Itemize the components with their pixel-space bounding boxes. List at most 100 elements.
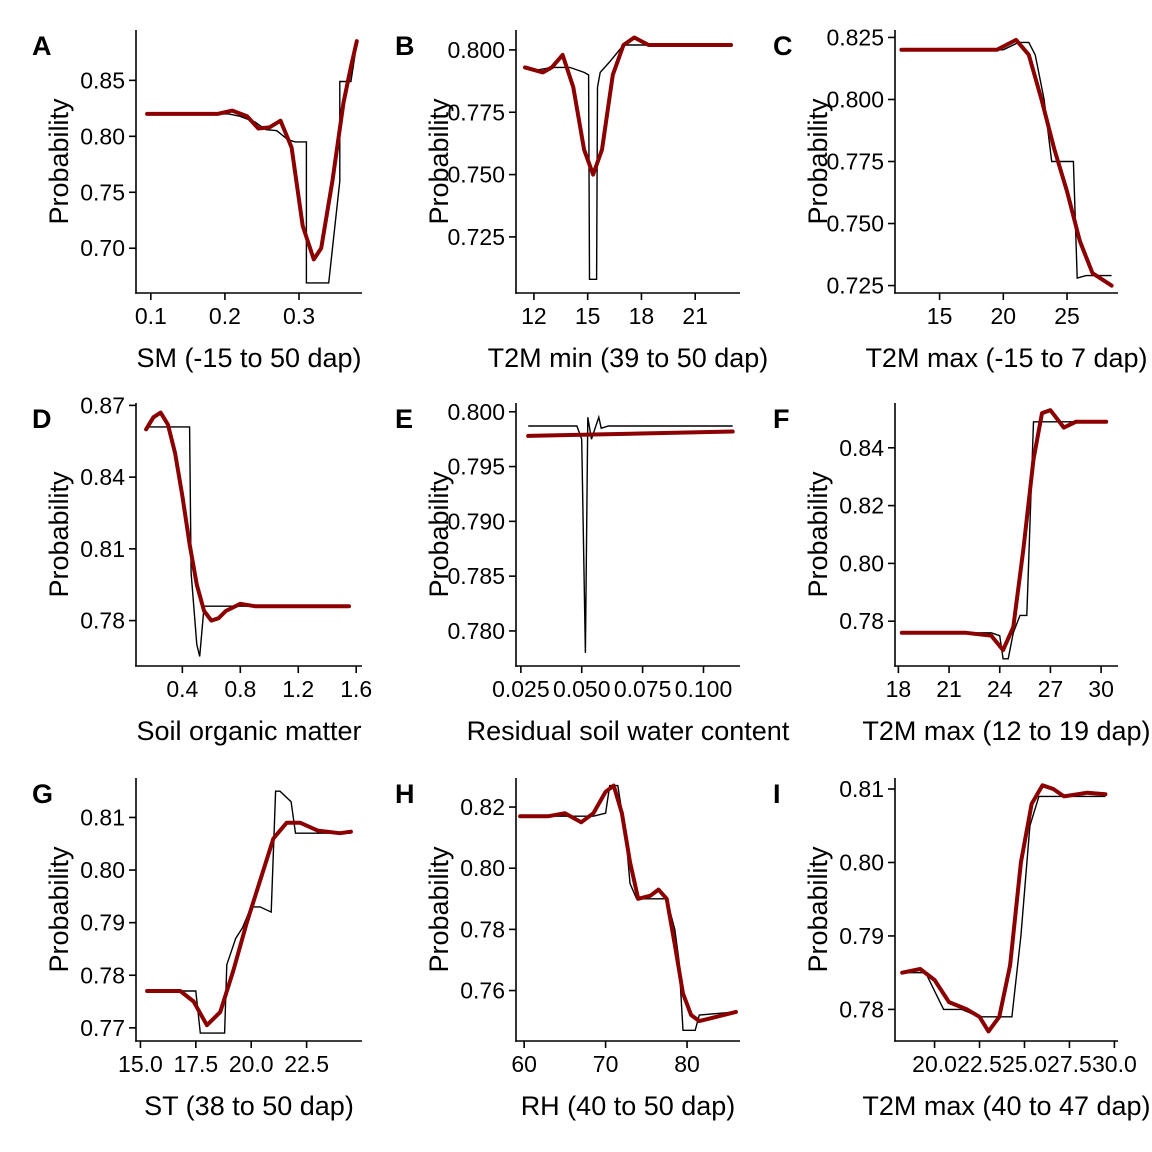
y-tick-label-d: 0.78 <box>80 608 125 634</box>
x-tick-label-d: 1.2 <box>282 676 314 702</box>
x-tick-label-i: 25.0 <box>1002 1051 1047 1077</box>
x-axis-title-f: T2M max (12 to 19 dap) <box>862 716 1150 746</box>
partial-dependence-line-e <box>528 414 733 653</box>
y-tick-label-h: 0.80 <box>460 855 505 881</box>
x-tick-label-f: 18 <box>886 676 912 702</box>
y-tick-label-f: 0.84 <box>839 435 884 461</box>
x-tick-label-e: 0.075 <box>614 676 672 702</box>
panel-letter-d: D <box>32 404 52 434</box>
panel-g: G 15.0 17.5 20.0 22.5 0.77 0.78 0.79 0.80 0.81 ST … <box>32 778 362 1121</box>
x-tick-label-a: 0.3 <box>283 303 315 329</box>
smoothed-line-i <box>900 783 1108 1034</box>
y-axis-title-d: Probability <box>44 471 74 598</box>
y-tick-label-a: 0.85 <box>80 67 125 93</box>
panel-letter-c: C <box>773 31 793 61</box>
y-tick-label-g: 0.77 <box>80 1015 125 1041</box>
x-axis-title-d: Soil organic matter <box>136 716 361 746</box>
y-tick-label-b: 0.800 <box>447 37 505 63</box>
partial-dependence-line-h <box>520 784 736 1032</box>
panel-f: F 18 21 24 27 30 0.78 0.80 0.82 0.84 T2M max (12 t… <box>773 403 1151 746</box>
y-tick-label-e: 0.795 <box>447 454 505 480</box>
y-tick-label-f: 0.82 <box>839 493 884 519</box>
panel-d: D 0.4 0.8 1.2 1.6 0.78 0.81 0.84 0.87 Soil organi… <box>32 392 372 746</box>
y-axis-title-i: Probability <box>803 846 833 973</box>
y-tick-label-i: 0.81 <box>839 776 884 802</box>
x-tick-label-f: 24 <box>987 676 1013 702</box>
x-tick-label-g: 15.0 <box>118 1051 163 1077</box>
x-tick-label-i: 30.0 <box>1092 1051 1137 1077</box>
panel-h: H 60 70 80 0.76 0.78 0.80 0.82 RH (40 to 50 dap)… <box>395 778 740 1121</box>
smoothed-line-a <box>145 39 359 262</box>
x-tick-label-d: 0.8 <box>224 676 256 702</box>
smoothed-line-h <box>518 783 738 1024</box>
partial-dependence-line-d <box>146 426 349 657</box>
x-tick-label-b: 18 <box>629 303 655 329</box>
x-tick-label-a: 0.1 <box>135 303 167 329</box>
x-axis-title-a: SM (-15 to 50 dap) <box>136 343 361 373</box>
y-tick-label-g: 0.78 <box>80 962 125 988</box>
x-tick-label-e: 0.025 <box>492 676 550 702</box>
x-axis-title-e: Residual soil water content <box>467 716 790 746</box>
y-tick-label-e: 0.785 <box>447 563 505 589</box>
y-tick-label-b: 0.750 <box>447 162 505 188</box>
y-tick-label-i: 0.79 <box>839 923 884 949</box>
x-tick-label-c: 15 <box>927 303 953 329</box>
y-axis-title-b: Probability <box>424 98 454 225</box>
x-tick-label-c: 25 <box>1054 303 1080 329</box>
x-tick-label-i: 22.5 <box>957 1051 1002 1077</box>
x-tick-label-g: 22.5 <box>284 1051 329 1077</box>
x-tick-label-b: 15 <box>575 303 601 329</box>
x-tick-label-c: 20 <box>991 303 1017 329</box>
smoothed-line-g <box>145 820 353 1028</box>
panel-b: B 12 15 18 21 0.725 0.750 0.775 0.800 T2M min (39… <box>395 30 768 373</box>
y-axis-title-f: Probability <box>803 471 833 598</box>
x-axis-title-b: T2M min (39 to 50 dap) <box>488 343 769 373</box>
y-tick-label-b: 0.725 <box>447 224 505 250</box>
y-tick-label-c: 0.725 <box>826 273 884 299</box>
y-tick-label-c: 0.750 <box>826 211 884 237</box>
y-tick-label-b: 0.775 <box>447 99 505 125</box>
x-tick-label-b: 21 <box>682 303 708 329</box>
panel-letter-h: H <box>395 779 415 809</box>
panel-letter-f: F <box>773 404 790 434</box>
smoothed-line-b <box>523 35 733 177</box>
panel-i: I 20.0 22.5 25.0 27.5 30.0 0.78 0.79 0.80 0.81 T2M… <box>773 776 1151 1121</box>
y-tick-label-g: 0.79 <box>80 910 125 936</box>
y-tick-label-h: 0.78 <box>460 916 505 942</box>
x-tick-label-b: 12 <box>521 303 547 329</box>
y-axis-title-h: Probability <box>424 846 454 973</box>
partial-dependence-line-f <box>901 421 1107 660</box>
y-tick-label-c: 0.825 <box>826 24 884 50</box>
x-tick-label-h: 60 <box>511 1051 537 1077</box>
smoothed-line-c <box>899 37 1114 288</box>
y-tick-label-f: 0.78 <box>839 608 884 634</box>
x-axis-title-h: RH (40 to 50 dap) <box>521 1091 736 1121</box>
smoothed-line-e <box>526 429 735 438</box>
y-tick-label-d: 0.81 <box>80 536 125 562</box>
panel-letter-b: B <box>395 31 415 61</box>
partial-dependence-line-a <box>147 43 358 284</box>
x-tick-label-h: 70 <box>593 1051 619 1077</box>
x-tick-label-e: 0.050 <box>553 676 611 702</box>
x-tick-label-g: 20.0 <box>229 1051 274 1077</box>
partial-dependence-line-g <box>147 790 351 1034</box>
smoothed-line-d <box>144 410 351 623</box>
y-tick-label-a: 0.80 <box>80 123 125 149</box>
y-tick-label-e: 0.800 <box>447 399 505 425</box>
x-tick-label-d: 0.4 <box>166 676 198 702</box>
panel-letter-g: G <box>32 779 53 809</box>
x-tick-label-a: 0.2 <box>209 303 241 329</box>
smoothed-line-f <box>899 408 1109 653</box>
panel-c: C 15 20 25 0.725 0.750 0.775 0.800 0.825 T2M max … <box>773 24 1148 373</box>
x-axis-title-c: T2M max (-15 to 7 dap) <box>865 343 1147 373</box>
y-axis-title-g: Probability <box>44 846 74 973</box>
y-tick-label-f: 0.80 <box>839 550 884 576</box>
y-tick-label-h: 0.82 <box>460 794 505 820</box>
y-axis-title-a: Probability <box>44 98 74 225</box>
x-tick-label-e: 0.100 <box>675 676 733 702</box>
x-tick-label-f: 21 <box>936 676 962 702</box>
x-tick-label-i: 27.5 <box>1047 1051 1092 1077</box>
y-tick-label-d: 0.84 <box>80 464 125 490</box>
y-tick-label-e: 0.790 <box>447 508 505 534</box>
x-tick-label-f: 30 <box>1088 676 1114 702</box>
